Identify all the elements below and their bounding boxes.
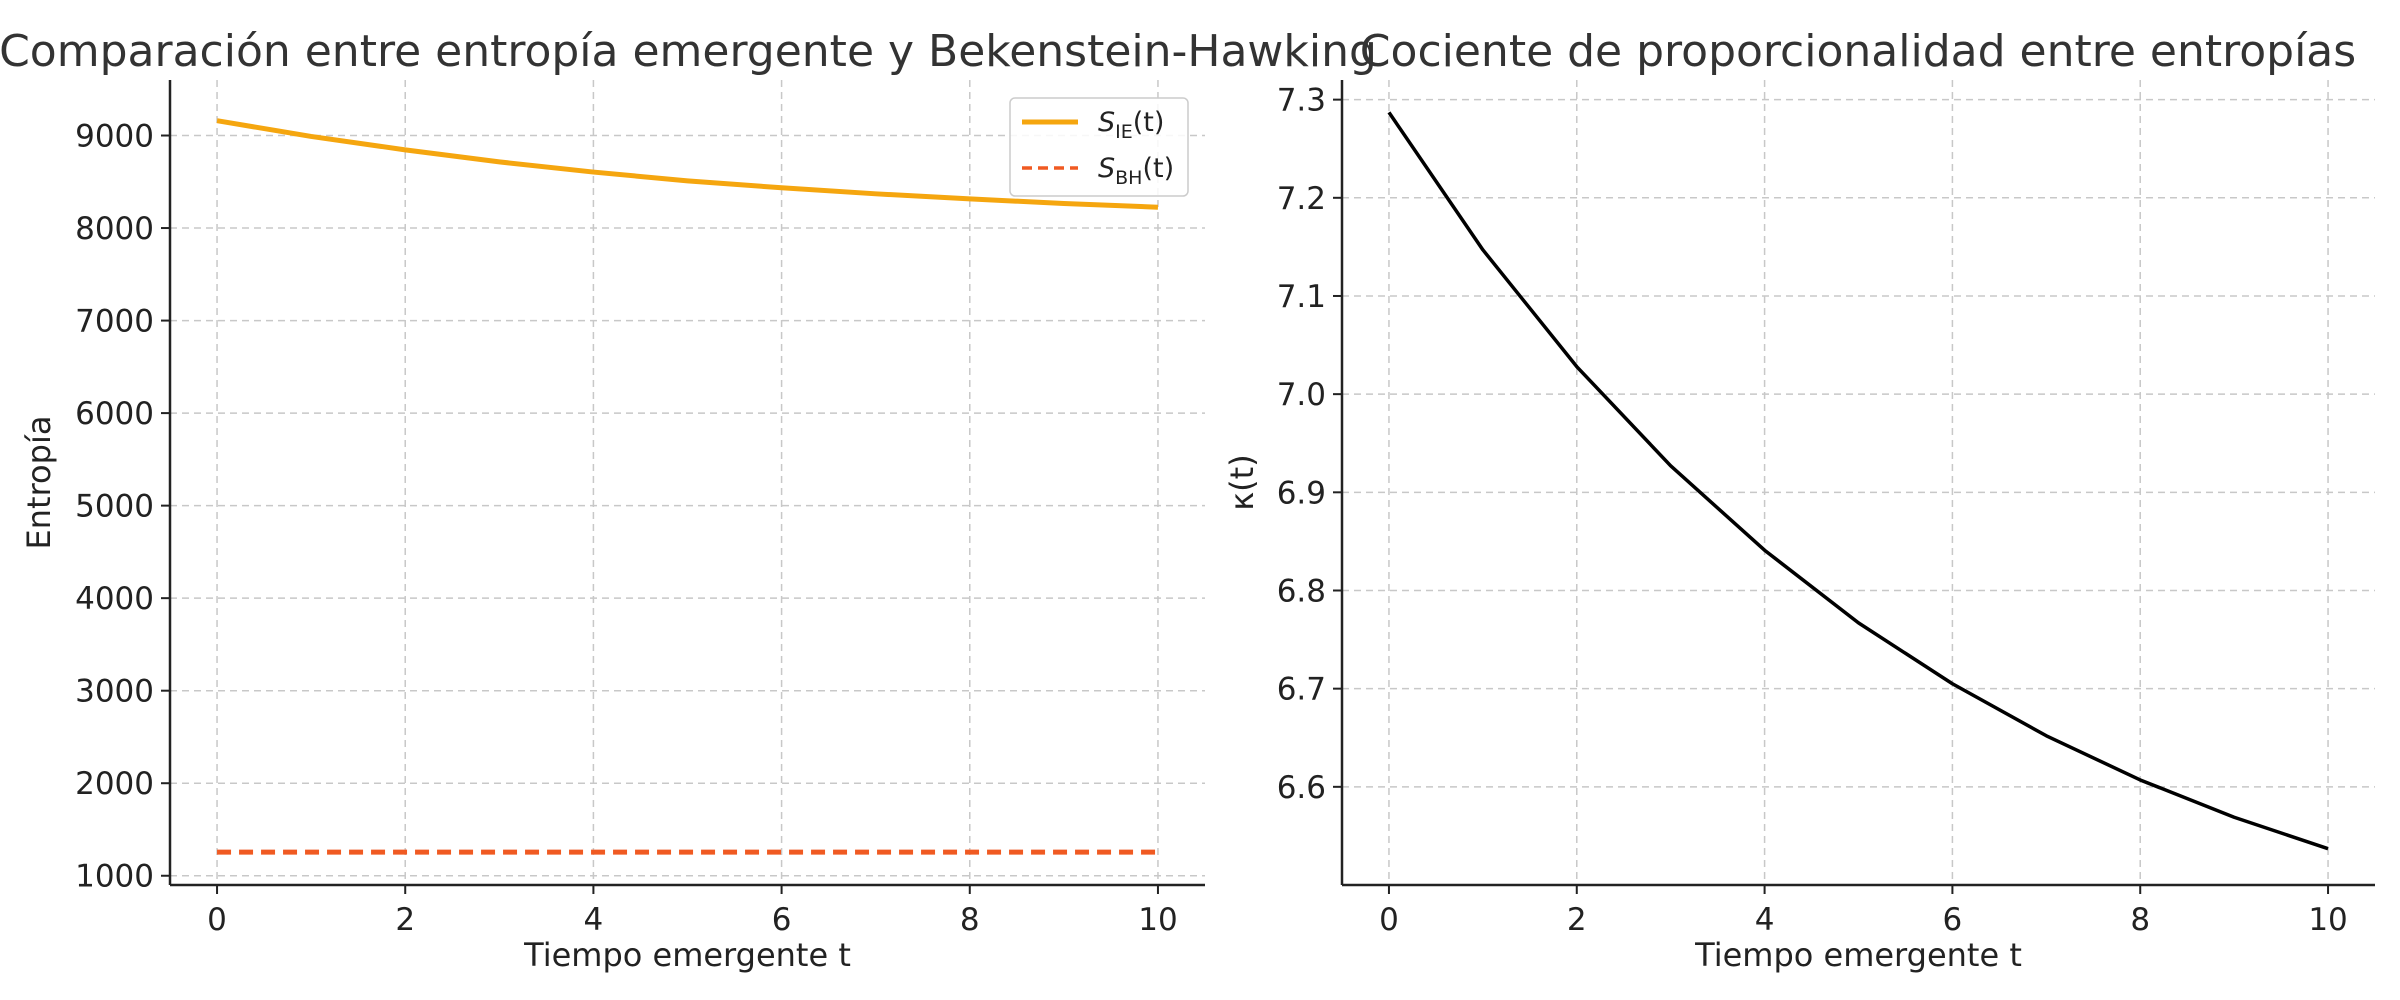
right-chart-ytick-label-4: 7.0 [1277,377,1326,413]
left-chart-xtick-label-0: 0 [207,902,227,938]
left-chart-xtick-label-2: 4 [584,902,604,938]
right-chart-xtick-label-1: 2 [1567,902,1587,938]
right-chart-xtick-label-0: 0 [1379,902,1399,938]
right-chart-y-axis-label: κ(t) [1223,454,1261,510]
right-chart-xtick-label-3: 6 [1943,902,1963,938]
right-chart-ytick-label-1: 6.7 [1277,672,1326,708]
left-chart: Comparación entre entropía emergente y B… [0,26,1377,974]
legend-subscript: BH [1115,167,1142,189]
right-chart-x-axis-label: Tiempo emergente t [1694,936,2022,974]
left-chart-ytick-label-2: 3000 [75,674,154,710]
left-chart-title: Comparación entre entropía emergente y B… [0,26,1377,77]
left-chart-xtick-label-3: 6 [772,902,792,938]
left-chart-ytick-label-6: 7000 [75,304,154,340]
right-chart-title: Cociente de proporcionalidad entre entro… [1360,26,2356,77]
left-chart-x-axis-label: Tiempo emergente t [523,936,851,974]
right-chart: Cociente de proporcionalidad entre entro… [1223,26,2375,974]
legend-argument: (t) [1133,107,1165,138]
left-chart-y-axis-label: Entropía [20,416,58,550]
left-chart-xtick-label-5: 10 [1138,902,1177,938]
legend-symbol: S [1098,107,1115,138]
right-chart-ytick-label-3: 6.9 [1277,475,1326,511]
legend: SIE(t)SBH(t) [1009,97,1189,197]
left-chart-ytick-label-0: 1000 [75,859,154,895]
legend-argument: (t) [1142,153,1174,184]
left-chart-ytick-label-3: 4000 [75,581,154,617]
legend-subscript: IE [1115,121,1133,143]
right-chart-ytick-label-2: 6.8 [1277,573,1326,609]
right-chart-series-line-0 [1387,111,2329,851]
left-chart-ytick-label-5: 6000 [75,396,154,432]
left-chart-ytick-label-1: 2000 [75,766,154,802]
left-chart-ytick-label-7: 8000 [75,211,154,247]
left-chart-xtick-label-1: 2 [395,902,415,938]
right-chart-xtick-label-5: 10 [2308,902,2347,938]
right-chart-ytick-label-5: 7.1 [1277,279,1326,315]
left-chart-xtick-label-4: 8 [960,902,980,938]
right-chart-ytick-label-0: 6.6 [1277,770,1326,806]
right-chart-xtick-label-4: 8 [2130,902,2150,938]
right-chart-ytick-label-7: 7.3 [1277,83,1326,119]
left-chart-ytick-label-8: 9000 [75,119,154,155]
legend-symbol: S [1098,153,1115,184]
left-chart-ytick-label-4: 5000 [75,489,154,525]
legend-label-0: SIE(t) [1098,107,1164,143]
right-chart-xtick-label-2: 4 [1755,902,1775,938]
legend-label-1: SBH(t) [1098,153,1174,189]
left-chart-series-line-0 [216,118,1159,210]
right-chart-ytick-label-6: 7.2 [1277,181,1326,217]
